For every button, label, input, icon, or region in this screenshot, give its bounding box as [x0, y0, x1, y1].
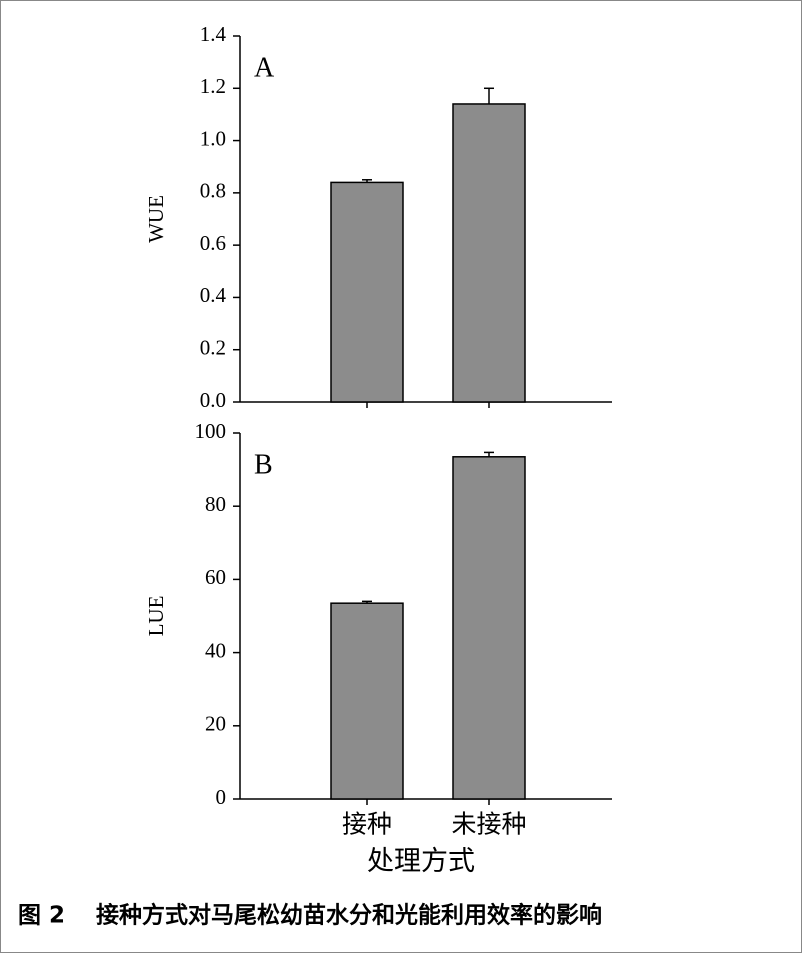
x-tick-label: 接种	[342, 811, 392, 839]
x-tick-label: 未接种	[451, 811, 526, 839]
y-tick-label: 1.4	[200, 22, 227, 46]
y-axis-label: WUE	[144, 195, 168, 243]
y-axis-label: LUE	[144, 596, 168, 637]
bar	[330, 602, 404, 800]
y-tick-label: 0.4	[200, 283, 227, 307]
y-tick-label: 0.8	[200, 179, 226, 203]
y-tick-label: 80	[205, 492, 226, 516]
bar	[330, 181, 404, 403]
panel-label: B	[254, 449, 273, 480]
y-tick-label: 0.0	[200, 388, 226, 412]
y-tick-label: 60	[205, 565, 226, 589]
y-tick-label: 0.2	[200, 336, 226, 360]
y-tick-label: 1.0	[200, 126, 226, 150]
y-tick-label: 0.6	[200, 231, 226, 255]
y-tick-label: 100	[195, 419, 227, 443]
y-tick-label: 20	[205, 712, 226, 736]
bar	[452, 103, 526, 403]
y-tick-label: 0	[216, 785, 227, 809]
panel-label: A	[254, 52, 275, 83]
y-tick-label: 40	[205, 638, 226, 662]
caption: 图 2 接种方式对马尾松幼苗水分和光能利用效率的影响	[18, 902, 602, 929]
x-axis-label: 处理方式	[367, 846, 475, 876]
y-tick-label: 1.2	[200, 74, 226, 98]
bar	[452, 456, 526, 800]
